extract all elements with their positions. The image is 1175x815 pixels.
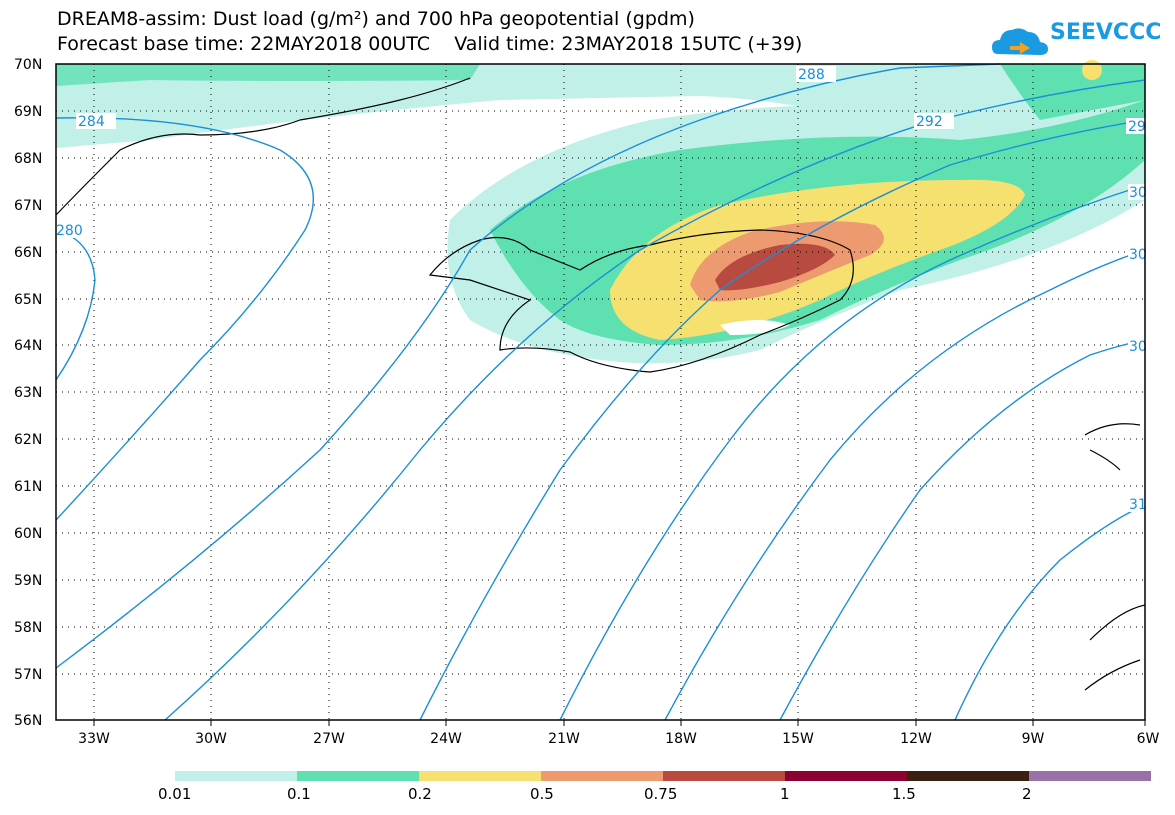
legend-swatch [907,771,1029,781]
lat-label: 60N [14,526,42,542]
lon-label: 15W [782,731,814,747]
graticule [56,64,1145,720]
contour-label: 31 [1129,497,1147,513]
lat-label: 61N [14,479,42,495]
lat-label: 62N [14,432,42,448]
legend-swatch [419,771,541,781]
legend-label: 0.01 [158,785,192,803]
lon-label: 33W [78,731,110,747]
dust-fill-layers [56,60,1145,364]
lat-label: 58N [14,620,42,636]
legend-swatch [297,771,419,781]
legend-label: 0.1 [287,785,311,803]
lat-label: 65N [14,292,42,308]
lon-label: 6W [1137,731,1160,747]
lon-label: 24W [430,731,462,747]
longitude-labels: 33W 30W 27W 24W 21W 18W 15W 12W 9W 6W [78,731,1159,747]
lon-label: 12W [900,731,932,747]
legend-label: 0.75 [644,785,678,803]
lat-label: 66N [14,245,42,261]
legend-label: 1.5 [892,785,916,803]
lat-label: 57N [14,667,42,683]
map-title-line2: Forecast base time: 22MAY2018 00UTC Vali… [57,33,803,55]
contour-label: 29 [1128,119,1146,135]
lat-label: 68N [14,151,42,167]
lat-label: 64N [14,338,42,354]
contour-label: 30 [1129,247,1147,263]
contour-label: 288 [798,67,825,83]
lat-label: 67N [14,198,42,214]
legend-swatch [175,771,297,781]
legend-label: 0.5 [530,785,554,803]
legend-swatch [785,771,907,781]
cloud-logo-icon [992,28,1048,55]
contour-label: 30 [1129,185,1147,201]
contour-label: 30 [1129,339,1147,355]
latitude-labels: 70N 69N 68N 67N 66N 65N 64N 63N 62N 61N … [14,57,42,729]
lon-label: 27W [313,731,345,747]
lon-label: 9W [1022,731,1045,747]
geopotential-contours [55,63,1146,721]
logo-text: SEEVCCC [1050,20,1162,45]
legend-colorbar [175,771,1151,781]
contour-label: 292 [916,114,943,130]
contour-label: 280 [56,223,83,239]
map-title-line1: DREAM8-assim: Dust load (g/m²) and 700 h… [57,8,695,30]
legend-swatch [541,771,663,781]
legend-swatch [1029,771,1151,781]
map-frame [55,63,1146,721]
lon-label: 18W [665,731,697,747]
legend-label: 0.2 [408,785,432,803]
legend-label: 2 [1022,785,1032,803]
legend-swatch [663,771,785,781]
lon-label: 30W [195,731,227,747]
contour-label: 284 [78,114,105,130]
lat-label: 63N [14,385,42,401]
lon-label: 21W [548,731,580,747]
lat-label: 59N [14,573,42,589]
tick-marks [93,720,1146,726]
lat-label: 56N [14,713,42,729]
contour-label-group: 284 288 292 29 280 30 30 30 31 [56,66,1147,513]
lat-label: 70N [14,57,42,73]
legend-label: 1 [780,785,790,803]
lat-label: 69N [14,104,42,120]
